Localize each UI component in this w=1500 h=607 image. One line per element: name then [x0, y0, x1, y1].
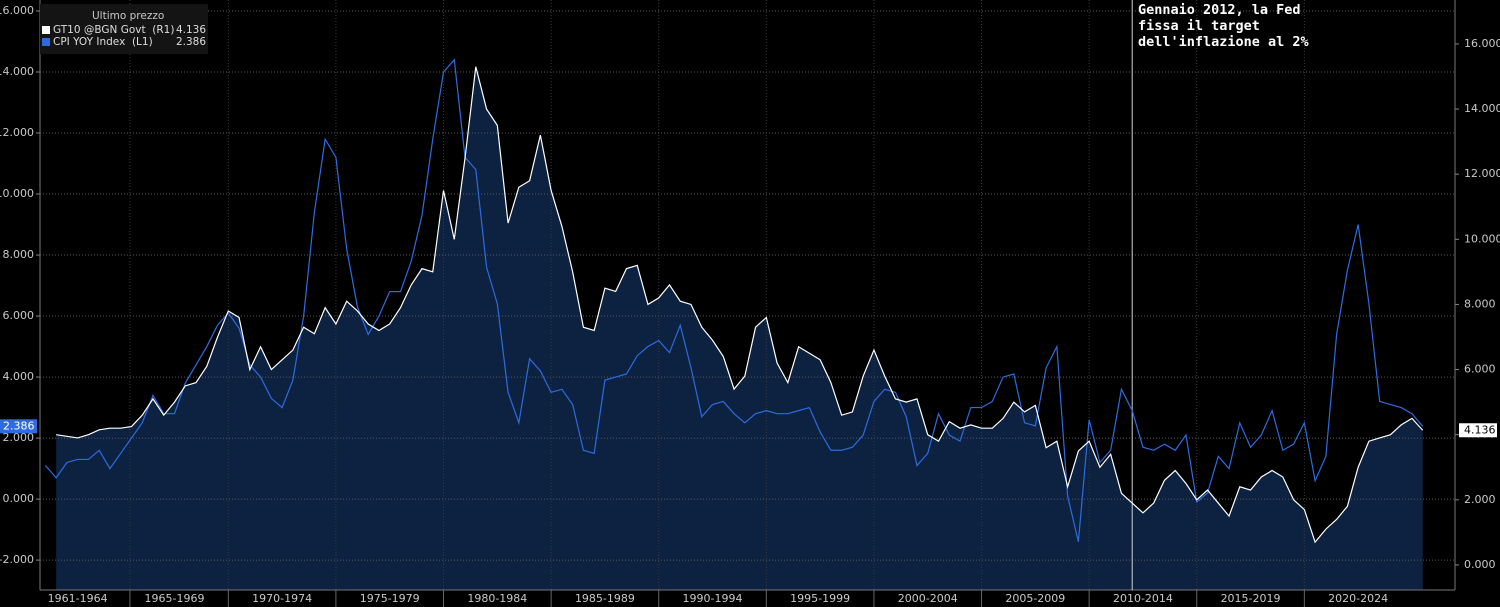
legend-swatch	[42, 26, 50, 34]
last-value-label: 2.386	[3, 419, 35, 432]
y2-tick-label: 10.000	[1464, 232, 1500, 245]
series-line	[56, 66, 1424, 544]
area	[56, 66, 1423, 590]
y-tick-label: 4.000	[3, 370, 35, 383]
x-tick-label: 1961-1964	[48, 592, 108, 605]
x-tick-label: 1970-1974	[252, 592, 312, 605]
y-tick-label: 0.000	[3, 492, 35, 505]
y-tick-label: 2.000	[3, 431, 35, 444]
x-tick-label: 2000-2004	[898, 592, 958, 605]
series-line	[44, 58, 1424, 542]
x-tick-label: 1975-1979	[360, 592, 420, 605]
y2-tick-label: 12.000	[1464, 167, 1500, 180]
y-tick-label: 14.000	[0, 65, 34, 78]
last-value-label: 4.136	[1464, 423, 1496, 436]
legend-value: 4.136	[176, 24, 206, 36]
y2-tick-label: 14.000	[1464, 102, 1500, 115]
x-tick-label: 2005-2009	[1005, 592, 1065, 605]
legend-swatch	[42, 38, 50, 46]
y2-tick-label: 8.000	[1464, 297, 1496, 310]
legend-title: Ultimo prezzo	[92, 10, 164, 22]
y2-tick-label: 0.000	[1464, 558, 1496, 571]
x-tick-label: 2010-2014	[1113, 592, 1173, 605]
legend: Ultimo prezzo GT10 @BGN Govt (R1) 4.136 CPI…	[40, 4, 208, 54]
x-tick-label: 1980-1984	[467, 592, 527, 605]
x-tick-label: 1985-1989	[575, 592, 635, 605]
legend-label: GT10 @BGN Govt (R1)	[53, 24, 174, 36]
legend-value: 2.386	[176, 36, 206, 48]
last-value-tag	[0, 419, 37, 434]
x-tick-label: 1990-1994	[683, 592, 743, 605]
y2-tick-label: 16.000	[1464, 37, 1500, 50]
last-value-tag	[1459, 423, 1497, 438]
y-tick-label: 6.000	[3, 309, 35, 322]
x-tick-label: 2015-2019	[1221, 592, 1281, 605]
x-tick-label: 2020-2024	[1328, 592, 1388, 605]
y2-tick-label: 2.000	[1464, 493, 1496, 506]
y-tick-label: 10.000	[0, 187, 34, 200]
legend-box	[40, 4, 208, 54]
x-tick-label: 1965-1969	[145, 592, 205, 605]
annotation-text: Gennaio 2012, la Fed fissa il target del…	[1138, 2, 1309, 50]
y-tick-label: 8.000	[3, 248, 35, 261]
y2-tick-label: 6.000	[1464, 363, 1496, 376]
legend-label: CPI YOY Index (L1)	[53, 36, 153, 48]
y-tick-label: 16.000	[0, 4, 34, 17]
x-tick-label: 1995-1999	[790, 592, 850, 605]
y-tick-label: -2.000	[0, 553, 34, 566]
y-tick-label: 12.000	[0, 126, 34, 139]
